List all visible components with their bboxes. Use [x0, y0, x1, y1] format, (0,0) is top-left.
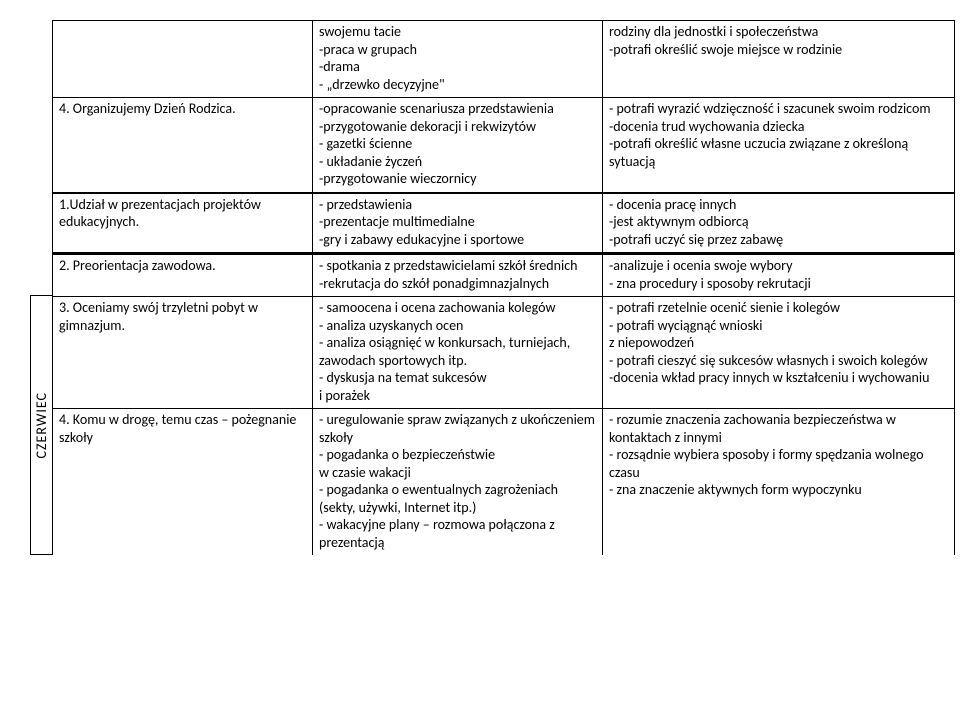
- table-row: swojemu tacie-praca w grupach-drama- „dr…: [53, 21, 955, 98]
- activities-cell: -opracowanie scenariusza przedstawienia-…: [313, 98, 603, 193]
- outcomes-cell: - potrafi rzetelnie ocenić sienie i kole…: [603, 297, 955, 409]
- activities-cell: - spotkania z przedstawicielami szkół śr…: [313, 254, 603, 297]
- topic-cell: 4. Komu w drogę, temu czas – pożegnanie …: [53, 409, 313, 556]
- topic-cell: [53, 21, 313, 98]
- activities-cell: swojemu tacie-praca w grupach-drama- „dr…: [313, 21, 603, 98]
- table-row: 4. Komu w drogę, temu czas – pożegnanie …: [53, 409, 955, 556]
- activities-cell: - przedstawienia-prezentacje multimedial…: [313, 193, 603, 254]
- month-label: CZERWIEC: [33, 392, 50, 458]
- curriculum-table: swojemu tacie-praca w grupach-drama- „dr…: [52, 20, 955, 555]
- month-column: CZERWIEC: [30, 20, 52, 555]
- outcomes-cell: -analizuje i ocenia swoje wybory- zna pr…: [603, 254, 955, 297]
- topic-cell: 3. Oceniamy swój trzyletni pobyt w gimna…: [53, 297, 313, 409]
- table-row: 4. Organizujemy Dzień Rodzica. -opracowa…: [53, 98, 955, 193]
- topic-cell: 4. Organizujemy Dzień Rodzica.: [53, 98, 313, 193]
- table-row: 3. Oceniamy swój trzyletni pobyt w gimna…: [53, 297, 955, 409]
- month-cell: CZERWIEC: [30, 295, 52, 555]
- outcomes-cell: - potrafi wyrazić wdzięczność i szacunek…: [603, 98, 955, 193]
- table-row: 1.Udział w prezentacjach projektów eduka…: [53, 193, 955, 254]
- outcomes-cell: - rozumie znaczenia zachowania bezpiecze…: [603, 409, 955, 556]
- topic-cell: 1.Udział w prezentacjach projektów eduka…: [53, 193, 313, 254]
- topic-cell: 2. Preorientacja zawodowa.: [53, 254, 313, 297]
- outcomes-cell: rodziny dla jednostki i społeczeństwa-po…: [603, 21, 955, 98]
- page-wrap: CZERWIEC swojemu tacie-praca w grupach-d…: [30, 20, 930, 555]
- table-row: 2. Preorientacja zawodowa. - spotkania z…: [53, 254, 955, 297]
- activities-cell: - uregulowanie spraw związanych z ukończ…: [313, 409, 603, 556]
- outcomes-cell: - docenia pracę innych-jest aktywnym odb…: [603, 193, 955, 254]
- activities-cell: - samoocena i ocena zachowania kolegów- …: [313, 297, 603, 409]
